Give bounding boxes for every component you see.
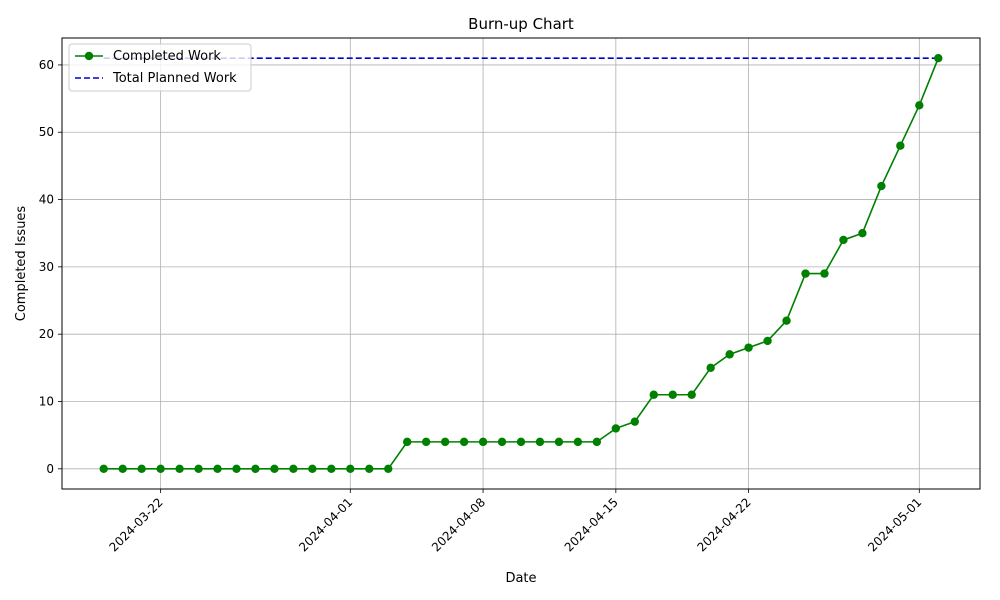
x-axis-label: Date [505, 571, 536, 586]
completed-work-point [858, 229, 867, 238]
y-tick-label: 50 [39, 125, 54, 139]
completed-work-line [103, 57, 940, 470]
completed-work-point [744, 343, 753, 352]
completed-work-point [630, 417, 640, 426]
y-axis-label: Completed Issues [14, 206, 29, 322]
completed-work-point [346, 464, 355, 474]
completed-work-point [327, 464, 336, 474]
completed-work-point [592, 437, 602, 447]
legend-label-completed-work: Completed Work [113, 49, 221, 64]
completed-work-point [649, 390, 658, 399]
y-axis-ticks: 0 10 20 30 40 50 60 [39, 58, 62, 476]
completed-work-point [137, 464, 146, 474]
chart-title: Burn-up Chart [468, 15, 574, 33]
completed-work-point [573, 437, 583, 447]
completed-work-point [782, 316, 791, 325]
legend-box [68, 43, 252, 92]
completed-work-point [554, 437, 564, 447]
completed-work-point [440, 437, 450, 447]
completed-work-point [535, 437, 545, 447]
completed-work-point [725, 350, 734, 359]
legend-marker-completed-work [84, 51, 94, 61]
y-tick-label: 60 [39, 58, 54, 72]
completed-work-point [706, 363, 715, 373]
x-tick-label: 2024-05-01 [865, 495, 924, 554]
x-tick-label: 2024-04-01 [296, 495, 355, 554]
legend-label-total-planned-work: Total Planned Work [112, 71, 237, 86]
y-tick-label: 30 [39, 260, 54, 274]
completed-work-point [175, 464, 184, 474]
legend: Completed Work Total Planned Work [68, 43, 252, 92]
completed-work-point [611, 424, 621, 433]
completed-work-point [934, 53, 943, 63]
x-tick-label: 2024-04-22 [695, 495, 754, 554]
completed-work-point [687, 390, 696, 399]
completed-work-point [915, 101, 924, 110]
completed-work-point [289, 464, 298, 474]
completed-work-point [232, 464, 241, 474]
y-tick-label: 20 [39, 327, 54, 341]
completed-work-point [478, 437, 488, 447]
axes-frame [61, 37, 981, 490]
completed-work-point [896, 141, 905, 150]
x-tick-label: 2024-03-22 [107, 495, 166, 554]
x-axis-ticks: 2024-03-22 2024-04-01 2024-04-08 2024-04-15… [107, 489, 924, 554]
completed-work-point [801, 269, 810, 278]
x-tick-label: 2024-04-08 [429, 495, 488, 554]
series-completed-work [99, 53, 943, 474]
completed-work-point [668, 390, 677, 399]
completed-work-point [497, 437, 507, 447]
completed-work-point [251, 464, 260, 474]
y-tick-label: 10 [39, 394, 54, 408]
completed-work-point [877, 181, 886, 191]
completed-work-point [194, 464, 203, 474]
completed-work-point [99, 464, 108, 474]
completed-work-point [118, 464, 127, 474]
completed-work-point [270, 464, 279, 474]
completed-work-point [365, 464, 374, 474]
y-tick-label: 40 [39, 193, 54, 207]
completed-work-point [459, 437, 469, 447]
completed-work-point [213, 464, 222, 474]
completed-work-point [384, 464, 393, 474]
completed-work-point [156, 464, 165, 474]
completed-work-point [839, 235, 848, 245]
y-tick-label: 0 [46, 462, 54, 476]
completed-work-point [820, 269, 829, 278]
grid-lines [62, 38, 980, 489]
completed-work-point [763, 336, 772, 346]
completed-work-point [421, 437, 431, 447]
completed-work-point [402, 437, 412, 447]
completed-work-point [516, 437, 526, 447]
x-tick-label: 2024-04-15 [562, 495, 621, 554]
completed-work-point [308, 464, 317, 474]
